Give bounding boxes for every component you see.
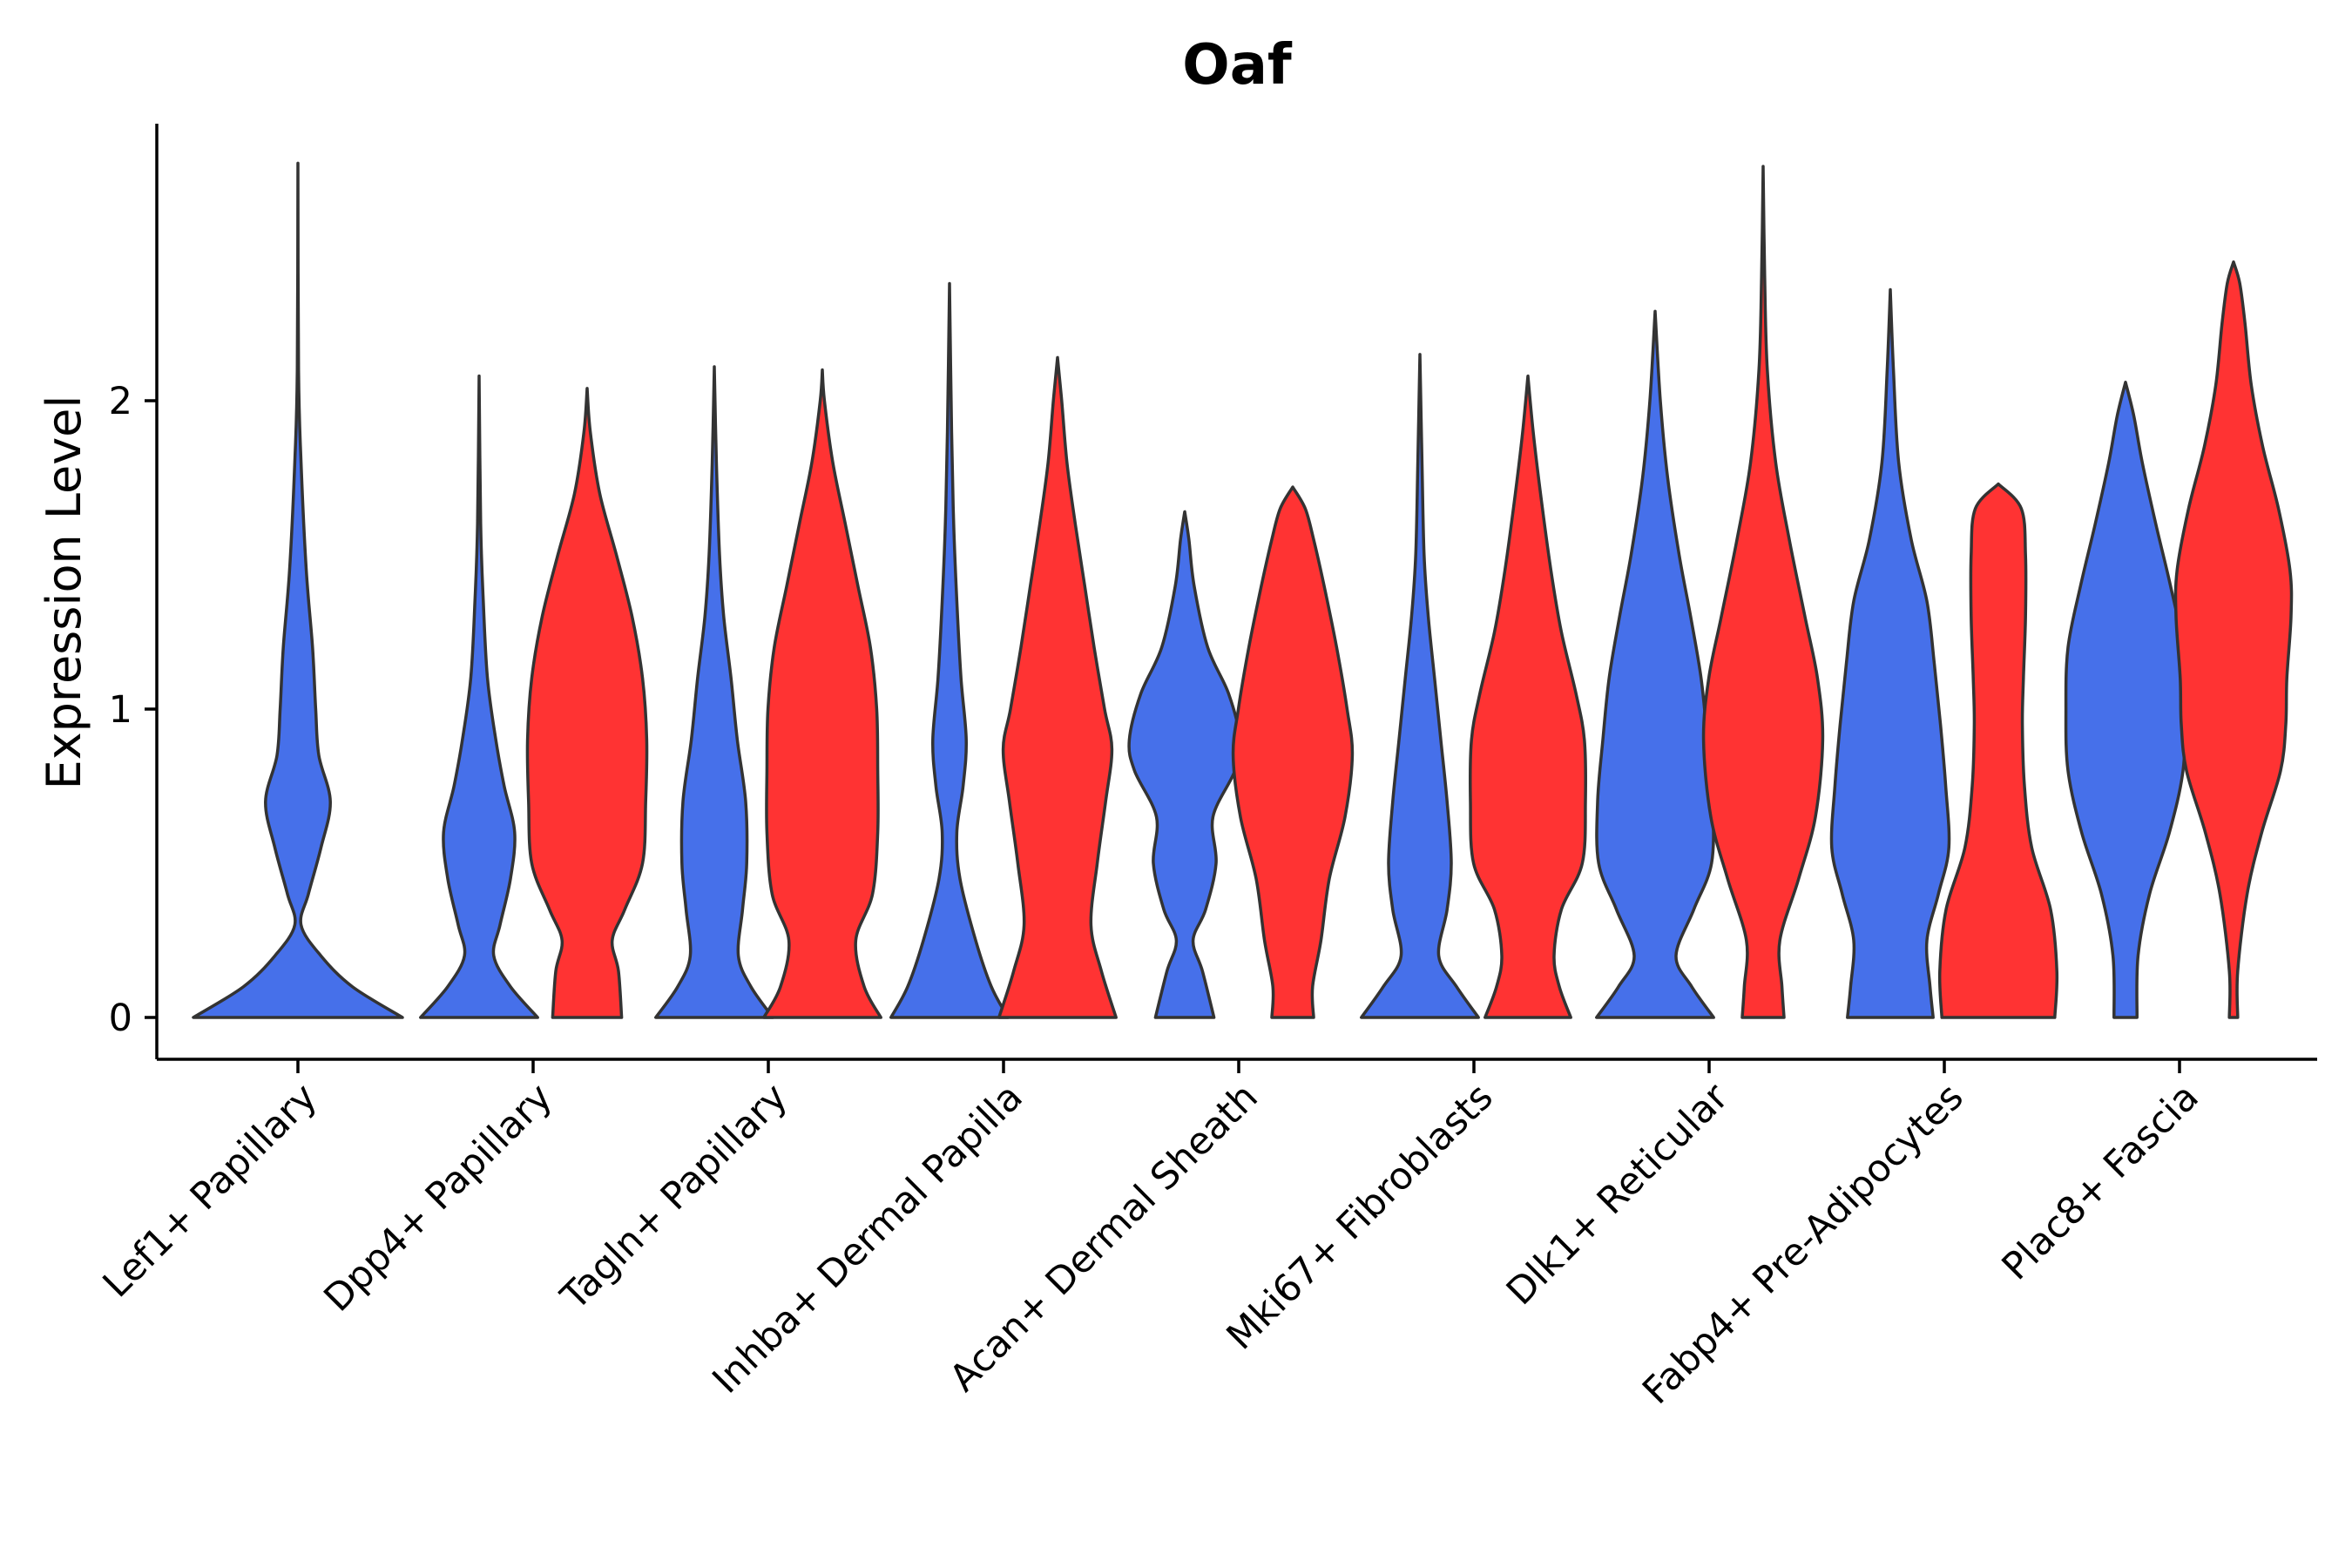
violin-1 bbox=[192, 161, 404, 1019]
violin-13 bbox=[1701, 165, 1825, 1019]
violin-10 bbox=[1360, 353, 1480, 1019]
violin-4 bbox=[654, 365, 774, 1019]
violin-9 bbox=[1231, 485, 1355, 1019]
y-ticks: 0 1 2 bbox=[109, 380, 157, 1040]
y-tick-label: 0 bbox=[109, 997, 132, 1040]
violin-16 bbox=[2064, 381, 2187, 1019]
x-tick-label: Mki67+ Fibroblasts bbox=[1219, 1075, 1502, 1358]
x-tick-label: Dpp4+ Papillary bbox=[316, 1075, 561, 1320]
violin-3 bbox=[525, 387, 649, 1019]
violin-12 bbox=[1595, 309, 1715, 1019]
violin-17 bbox=[2173, 260, 2294, 1019]
x-tick-label: Tagln+ Papillary bbox=[552, 1075, 796, 1319]
chart-title: Oaf bbox=[1182, 33, 1293, 98]
violin-11 bbox=[1468, 374, 1588, 1019]
violin-7 bbox=[997, 355, 1118, 1019]
violin-5 bbox=[762, 368, 882, 1019]
x-tick-label: Lef1+ Papillary bbox=[95, 1075, 326, 1306]
y-axis-label: Expression Level bbox=[37, 395, 91, 790]
y-tick-label: 2 bbox=[109, 380, 132, 423]
violin-2 bbox=[419, 374, 539, 1019]
x-tick-label: Plac8+ Fascia bbox=[1994, 1075, 2207, 1288]
x-tick-label: Dlk1+ Reticular bbox=[1498, 1075, 1737, 1314]
violin-layer bbox=[192, 161, 2294, 1019]
violin-14 bbox=[1829, 287, 1951, 1019]
violin-8 bbox=[1127, 510, 1242, 1019]
violin-15 bbox=[1937, 482, 2059, 1019]
violin-6 bbox=[889, 281, 1010, 1019]
y-tick-label: 1 bbox=[109, 688, 132, 732]
